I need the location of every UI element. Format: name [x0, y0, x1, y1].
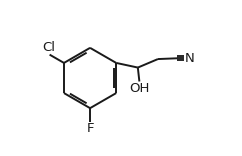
Text: N: N: [185, 52, 195, 65]
Text: Cl: Cl: [42, 41, 55, 54]
Text: OH: OH: [129, 82, 150, 95]
Text: F: F: [86, 122, 94, 136]
